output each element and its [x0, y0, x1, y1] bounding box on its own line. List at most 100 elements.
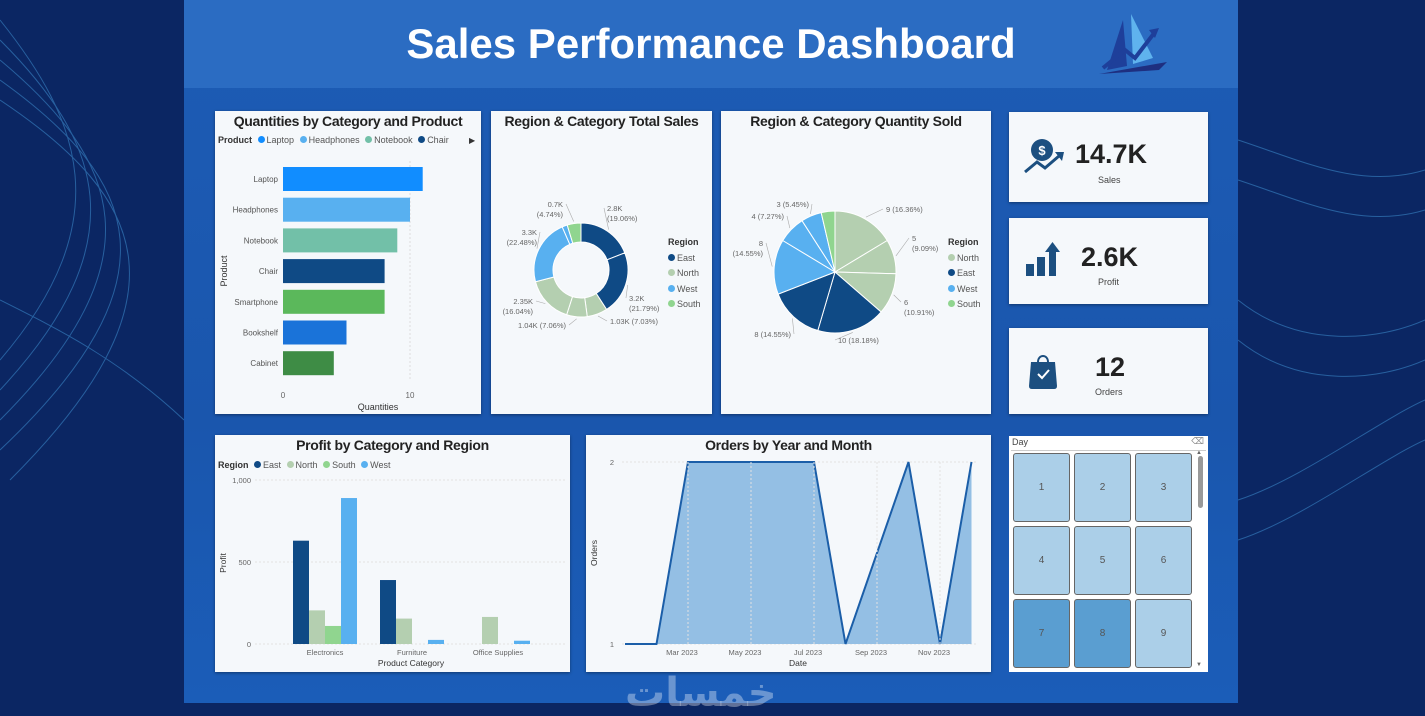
axis-title: Product [219, 255, 229, 287]
scroll-down-icon[interactable]: ▼ [1196, 662, 1202, 668]
legend-item[interactable]: East [668, 251, 701, 267]
data-label: (14.55%) [733, 249, 764, 258]
leader-line [765, 242, 773, 267]
pie-chart-svg: 9 (16.36%) 5(9.09%) 6(10.91%) 10 (18.18%) 8 … [733, 200, 939, 345]
kpi-label: Sales [1098, 175, 1121, 185]
profit-chart-svg: 0 500 1,000 Electronics Furniture Office Supp… [218, 476, 565, 668]
bar [396, 618, 412, 644]
category-label: Smartphone [234, 298, 278, 307]
legend-item[interactable]: North [948, 251, 981, 267]
data-label: 1.03K (7.03%) [610, 317, 658, 326]
dollar-growth-icon: $ [1024, 139, 1064, 174]
legend-item[interactable]: South [948, 297, 981, 313]
slice [580, 222, 626, 261]
slice [817, 271, 882, 334]
bar [341, 498, 357, 644]
legend-item[interactable]: Headphones [299, 135, 360, 145]
chart-title: Profit by Category and Region [296, 437, 489, 453]
legend-item[interactable]: South [323, 460, 356, 470]
bar [283, 228, 398, 253]
leader-line [792, 318, 795, 335]
legend-item[interactable]: Chair [418, 135, 449, 145]
legend-item[interactable]: East [948, 266, 981, 282]
bar [514, 640, 530, 644]
axis-title: Orders [589, 540, 599, 566]
page-title: Sales Performance Dashboard [406, 20, 1016, 67]
category-label: Furniture [397, 648, 427, 657]
chart-legend: Region North East West South [948, 235, 981, 313]
slicer-tile-5[interactable]: 5 [1074, 526, 1131, 595]
slice [566, 222, 582, 244]
header-bar [184, 0, 1238, 88]
leader-line [786, 215, 791, 229]
slicer-tile-6[interactable]: 6 [1135, 526, 1192, 595]
axis-title: Product Category [378, 658, 445, 668]
kpi-label: Profit [1098, 277, 1120, 287]
scrollbar-thumb[interactable] [1198, 456, 1203, 508]
slicer-tile-1[interactable]: 1 [1013, 453, 1070, 522]
data-label: (21.79%) [629, 304, 660, 313]
slicer-tile-8[interactable]: 8 [1074, 599, 1131, 668]
eraser-icon[interactable]: ⌫ [1191, 436, 1204, 446]
kpi-card-profit: 2.6K Profit [1009, 218, 1208, 304]
legend-item[interactable]: Laptop [257, 135, 294, 145]
kpi-value: 14.7K [1075, 139, 1148, 169]
tick-label: 1 [610, 640, 614, 649]
legend-item[interactable]: North [668, 266, 701, 282]
leader-line [834, 332, 853, 341]
slicer-tile-3[interactable]: 3 [1135, 453, 1192, 522]
data-label: 8 [759, 239, 763, 248]
chart-legend: Region East North South West [218, 460, 391, 470]
bar [325, 625, 341, 644]
bar-growth-icon [1026, 242, 1060, 276]
category-label: Laptop [254, 175, 279, 184]
data-label: 3.2K [629, 294, 644, 303]
tick-label: Sep 2023 [855, 648, 887, 657]
data-label: 10 (18.18%) [838, 336, 879, 345]
data-label: 1.04K (7.06%) [518, 321, 566, 330]
kpi-label: Orders [1095, 387, 1123, 397]
tick-label: 0 [281, 391, 286, 400]
slicer-tile-2[interactable]: 2 [1074, 453, 1131, 522]
slicer-tile-4[interactable]: 4 [1013, 526, 1070, 595]
legend-item[interactable]: Notebook [365, 135, 413, 145]
legend-item[interactable]: North [286, 460, 318, 470]
scroll-up-icon[interactable]: ▲ [1196, 450, 1202, 456]
legend-next-arrow-icon[interactable]: ▶ [469, 136, 476, 145]
sales-donut-panel: Region & Category Total Sales 2.8K (19.06… [491, 111, 712, 414]
leader-line [895, 237, 910, 257]
slice [834, 210, 888, 273]
chart-title: Quantities by Category and Product [233, 113, 463, 129]
bar [309, 610, 325, 644]
slicer-tile-9[interactable]: 9 [1135, 599, 1192, 668]
bar [283, 320, 347, 345]
data-label: 2.8K [607, 204, 622, 213]
category-label: Cabinet [250, 359, 278, 368]
series-line [625, 461, 973, 645]
bar [283, 259, 385, 284]
leader-line [810, 203, 813, 215]
bar [283, 351, 334, 376]
bar [428, 639, 444, 644]
legend-item[interactable]: West [948, 282, 981, 298]
legend-item[interactable]: East [254, 460, 281, 470]
data-label: 5 [912, 234, 916, 243]
kpi-value: 12 [1095, 352, 1126, 382]
category-label: Electronics [307, 648, 344, 657]
bar [283, 289, 385, 314]
legend-item[interactable]: West [361, 460, 390, 470]
kpi-card-sales: $ 14.7K Sales [1009, 112, 1208, 202]
tick-label: 500 [238, 558, 251, 567]
tick-label: 10 [406, 391, 415, 400]
orders-chart-svg: 1 2 Mar 2023 May 2023 Jul 2023 Sep 2023 Nov 20… [589, 458, 976, 668]
leader-line [625, 284, 628, 299]
leader-line [536, 231, 541, 249]
legend-item[interactable]: South [668, 297, 701, 313]
slicer-tile-7[interactable]: 7 [1013, 599, 1070, 668]
data-label: (9.09%) [912, 244, 939, 253]
legend-item[interactable]: West [668, 282, 701, 298]
tick-label: Nov 2023 [918, 648, 950, 657]
leader-line [597, 315, 608, 322]
